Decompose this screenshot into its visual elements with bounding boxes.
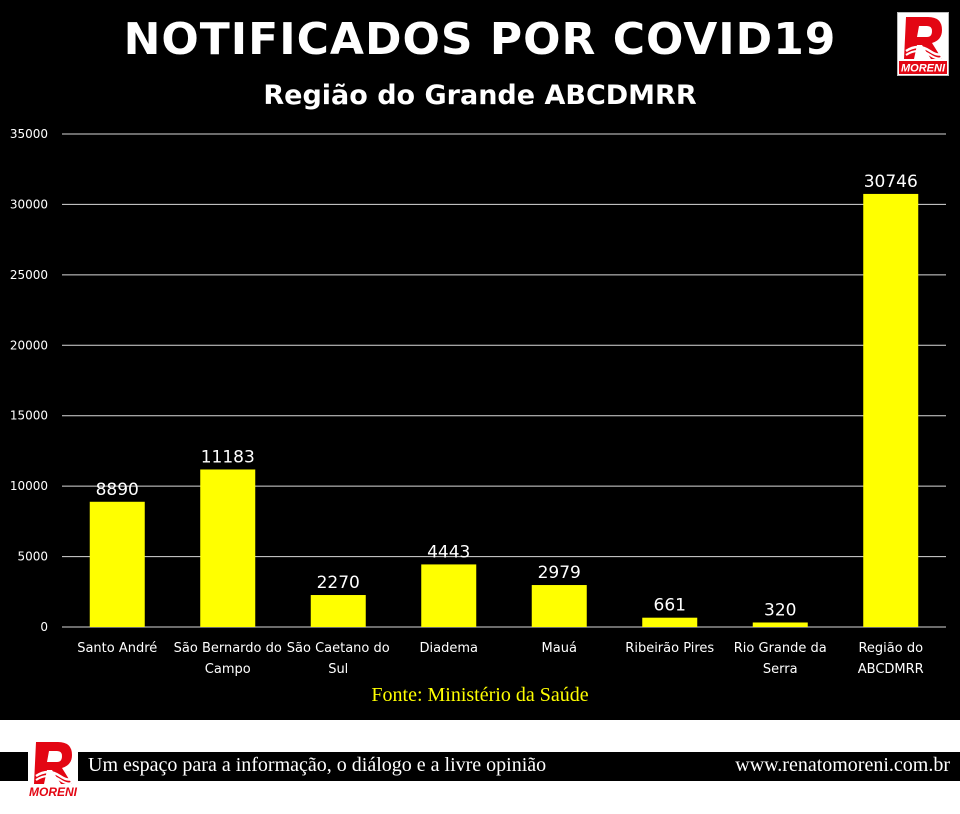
x-tick-label-4-0: Mauá bbox=[542, 641, 577, 656]
bar-3 bbox=[421, 564, 477, 627]
x-tick-label-7-1: ABCDMRR bbox=[858, 662, 924, 677]
data-label-7: 30746 bbox=[864, 172, 918, 192]
bar-1 bbox=[200, 469, 256, 627]
logo-text: MORENI bbox=[901, 63, 946, 75]
y-tick-label: 20000 bbox=[10, 338, 48, 352]
y-tick-label: 10000 bbox=[10, 479, 48, 493]
footer-bar: Um espaço para a informação, o diálogo e… bbox=[0, 752, 960, 781]
data-label-2: 2270 bbox=[317, 573, 360, 593]
data-label-6: 320 bbox=[764, 600, 796, 620]
data-label-4: 2979 bbox=[538, 563, 581, 583]
x-tick-label-3-0: Diadema bbox=[420, 641, 478, 656]
x-tick-label-6-1: Serra bbox=[763, 662, 798, 677]
moreni-footer-logo: MORENI bbox=[28, 738, 78, 800]
x-tick-label-2-1: Sul bbox=[328, 662, 348, 677]
data-label-5: 661 bbox=[654, 596, 686, 616]
x-tick-label-0-0: Santo André bbox=[77, 641, 157, 656]
x-tick-label-6-0: Rio Grande da bbox=[734, 641, 827, 656]
x-tick-label-1-0: São Bernardo do bbox=[174, 641, 282, 656]
bar-4 bbox=[531, 585, 587, 627]
source-note: Fonte: Ministério da Saúde bbox=[371, 684, 589, 706]
data-label-1: 11183 bbox=[201, 447, 255, 467]
y-tick-label: 35000 bbox=[10, 127, 48, 141]
y-tick-label: 30000 bbox=[10, 197, 48, 211]
data-label-0: 8890 bbox=[96, 480, 139, 500]
moreni-logo: MORENI bbox=[897, 12, 949, 76]
y-tick-label: 0 bbox=[40, 620, 48, 634]
x-tick-label-5-0: Ribeirão Pires bbox=[625, 641, 714, 656]
data-labels: 8890 11183 2270 4443 2979 661 320 30746 bbox=[96, 172, 918, 621]
bar-7 bbox=[863, 193, 919, 627]
gridlines bbox=[62, 133, 946, 628]
footer-logo-text: MORENI bbox=[29, 785, 78, 799]
x-tick-label-1-1: Campo bbox=[205, 662, 251, 677]
x-axis-ticks: Santo André São Bernardo do Campo São Caeta… bbox=[77, 641, 924, 677]
y-tick-label: 25000 bbox=[10, 268, 48, 282]
bar-0 bbox=[89, 501, 145, 627]
y-tick-label: 5000 bbox=[17, 550, 48, 564]
y-axis-ticks: 0 5000 10000 15000 20000 25000 30000 35000 bbox=[10, 127, 48, 634]
footer-tagline: Um espaço para a informação, o diálogo e… bbox=[88, 754, 547, 776]
bar-chart: 0 5000 10000 15000 20000 25000 30000 35000 8890… bbox=[10, 127, 946, 677]
chart-title: NOTIFICADOS POR COVID19 bbox=[123, 14, 837, 65]
chart-panel: NOTIFICADOS POR COVID19 Região do Grande… bbox=[0, 0, 960, 720]
bar-2 bbox=[310, 595, 366, 627]
bars bbox=[89, 193, 919, 627]
bar-5 bbox=[642, 617, 698, 627]
bar-6 bbox=[752, 622, 808, 627]
y-tick-label: 15000 bbox=[10, 409, 48, 423]
chart-subtitle: Região do Grande ABCDMRR bbox=[263, 80, 697, 111]
footer-url[interactable]: www.renatomoreni.com.br bbox=[735, 754, 950, 776]
data-label-3: 4443 bbox=[427, 542, 470, 562]
x-tick-label-7-0: Região do bbox=[858, 641, 923, 656]
x-tick-label-2-0: São Caetano do bbox=[287, 641, 390, 656]
